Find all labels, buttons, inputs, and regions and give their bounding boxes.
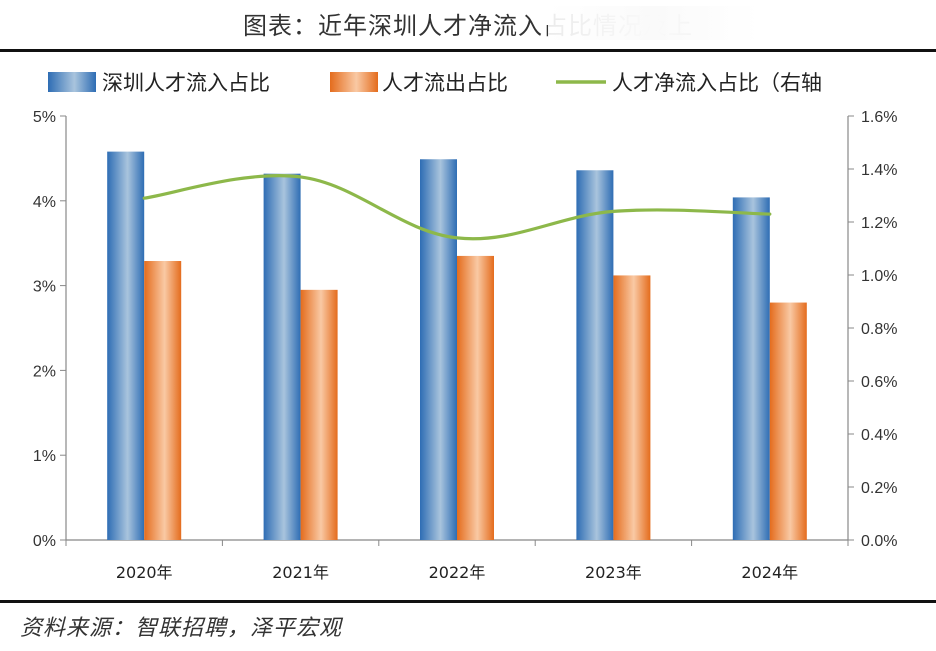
right-tick-label: 0.8% — [861, 321, 897, 338]
left-tick-label: 0% — [33, 533, 56, 550]
category-label: 2021年 — [272, 563, 329, 582]
legend-label-inflow: 深圳人才流入占比 — [102, 71, 270, 95]
left-tick-label: 5% — [33, 109, 56, 126]
bar-outflow — [769, 302, 807, 540]
category-label: 2022年 — [429, 563, 486, 582]
right-tick-label: 0.0% — [861, 533, 897, 550]
right-tick-label: 1.6% — [861, 109, 897, 126]
top-rule — [0, 49, 936, 52]
bar-inflow — [263, 173, 301, 540]
bar-inflow — [420, 159, 457, 541]
net-inflow-line — [142, 174, 772, 241]
right-tick-label: 0.4% — [861, 427, 897, 444]
bar-outflow — [457, 255, 494, 541]
source-note: 资料来源：智联招聘，泽平宏观 — [20, 616, 343, 641]
bar-inflow — [732, 197, 770, 540]
legend-swatch-inflow — [48, 72, 96, 92]
legend-label-outflow: 人才流出占比 — [382, 71, 508, 95]
category-label: 2023年 — [585, 563, 642, 582]
left-tick-label: 2% — [33, 363, 56, 380]
bottom-rule — [0, 600, 936, 603]
bar-inflow — [576, 170, 614, 540]
right-tick-label: 1.4% — [861, 162, 897, 179]
left-tick-label: 3% — [33, 279, 56, 296]
title-watermark-mask — [548, 6, 760, 40]
bar-inflow — [107, 151, 145, 540]
left-tick-label: 4% — [33, 194, 56, 211]
right-tick-label: 0.6% — [861, 374, 897, 391]
bar-line-chart: 深圳人才流入占比 人才流出占比 人才净流入占比（右轴 0% 1% 2% 3% 4% 5% 0.0… — [33, 71, 898, 582]
right-tick-label: 0.2% — [861, 480, 897, 497]
left-tick-label: 1% — [33, 448, 56, 465]
legend: 深圳人才流入占比 人才流出占比 人才净流入占比（右轴 — [48, 71, 822, 95]
net-inflow-line-layer — [142, 174, 772, 241]
bar-outflow — [300, 289, 338, 540]
category-label: 2024年 — [741, 563, 798, 582]
legend-label-net: 人才净流入占比（右轴 — [612, 71, 822, 95]
right-tick-label: 1.2% — [861, 215, 897, 232]
category-label: 2020年 — [116, 563, 173, 582]
tick-labels: 0% 1% 2% 3% 4% 5% 0.0% 0.2% 0.4% 0.6% 0.8% 1.0% 1.2%… — [33, 109, 898, 582]
legend-swatch-outflow — [330, 72, 378, 92]
bars — [107, 151, 807, 541]
bar-outflow — [144, 261, 182, 540]
bar-outflow — [613, 275, 651, 540]
right-tick-label: 1.0% — [861, 268, 897, 285]
